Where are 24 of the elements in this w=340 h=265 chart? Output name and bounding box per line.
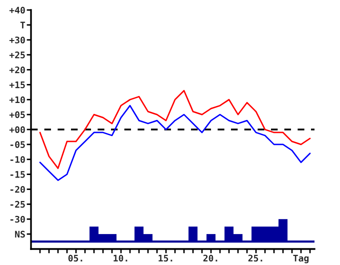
line-series: [39, 90, 311, 170]
x-tick-label: Tag: [293, 254, 309, 264]
x-tick-label: 15.: [158, 254, 172, 262]
y-tick-label: +00: [9, 126, 25, 134]
y-tick-label: -25: [10, 200, 25, 208]
x-tick-label: 20.: [203, 254, 218, 262]
y-tick-label: +15: [9, 82, 25, 88]
y-tick-label: -15: [10, 171, 25, 178]
y-tick-label: -10: [10, 156, 25, 163]
y-tick-label: -05: [10, 141, 25, 148]
y-tick-label: -20: [10, 186, 25, 193]
y-tick-label: +10: [9, 96, 25, 104]
y-tick-label: +25: [9, 52, 25, 58]
x-tick-label: 10.: [114, 254, 128, 262]
y-tick-label: T: [20, 22, 26, 28]
y-tick-label: +20: [9, 66, 25, 74]
y-tick-label: +30: [9, 36, 25, 44]
line-series: [39, 104, 311, 181]
y-tick-label: -30: [10, 216, 25, 223]
x-tick-label: 25.: [248, 254, 262, 262]
x-tick-label: 05.: [68, 254, 82, 262]
y-tick-label: NS: [15, 230, 25, 238]
y-tick-label: +40: [9, 6, 25, 14]
y-tick-label: +05: [9, 111, 25, 118]
